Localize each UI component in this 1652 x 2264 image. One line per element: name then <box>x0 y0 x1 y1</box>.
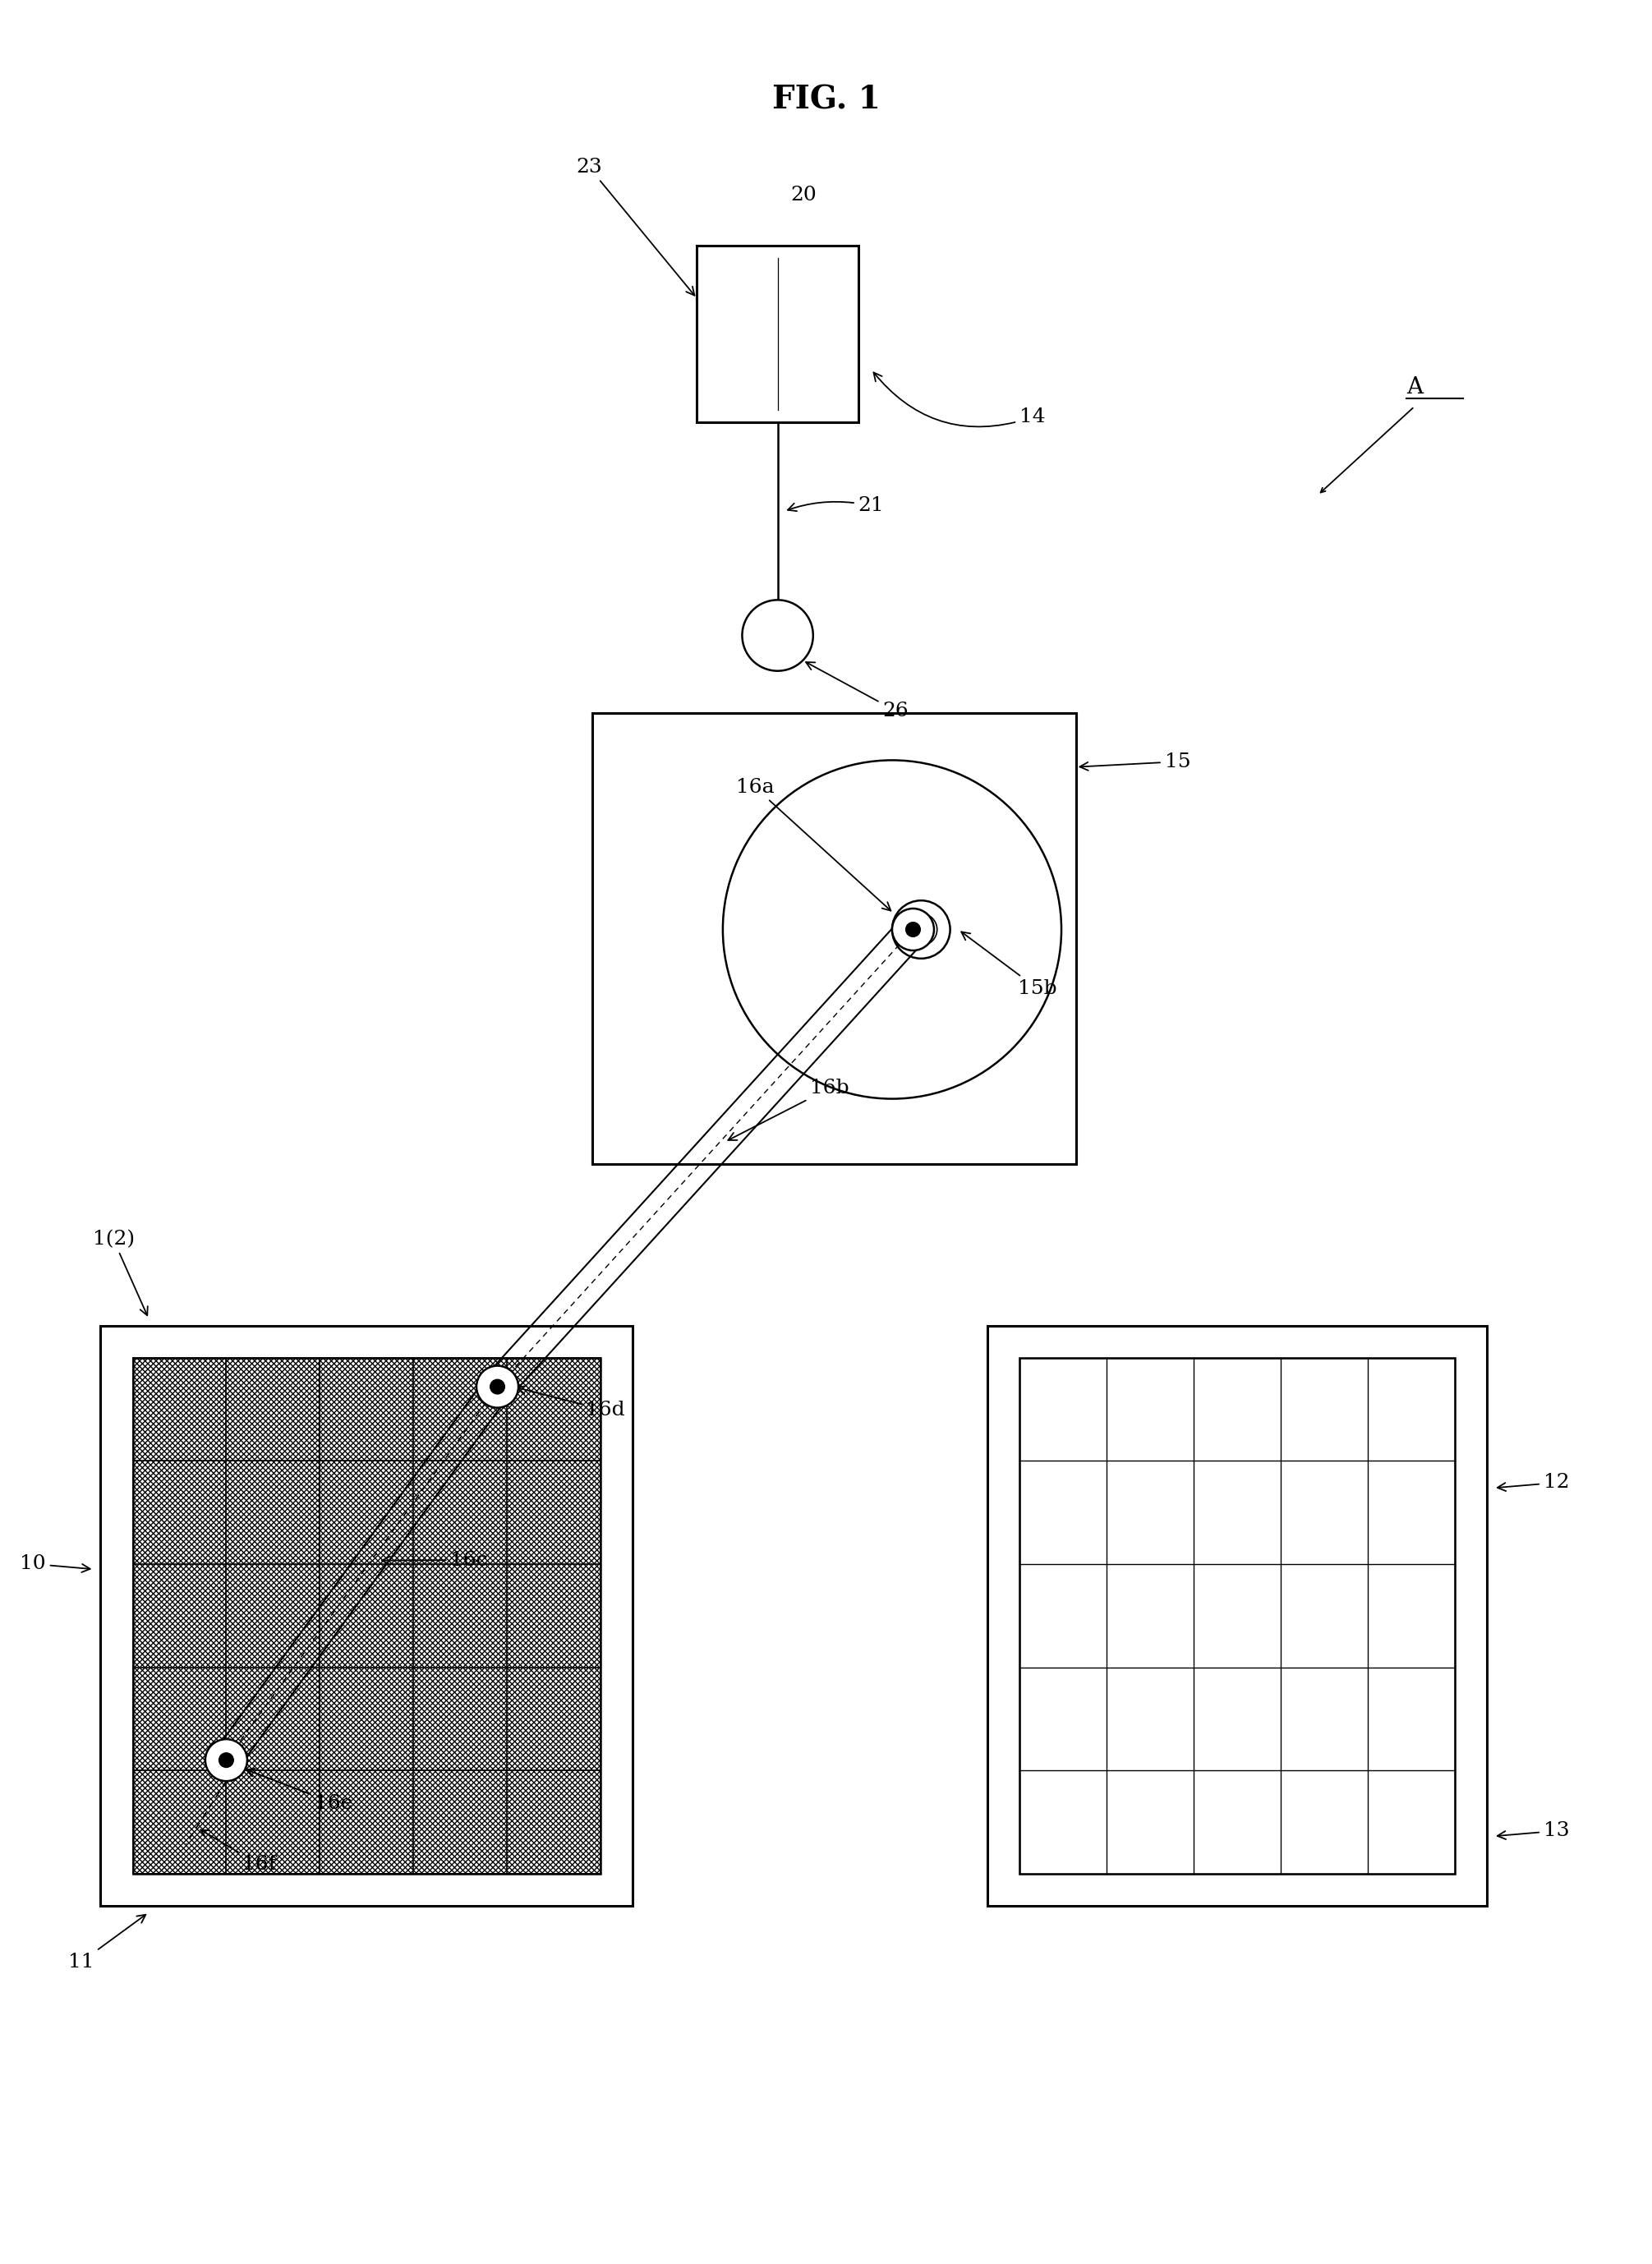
Bar <box>101 1324 633 1906</box>
Bar <box>697 245 859 423</box>
Bar <box>591 713 1075 1164</box>
Text: 16a: 16a <box>735 777 890 910</box>
Circle shape <box>205 1739 248 1782</box>
Text: 15b: 15b <box>961 933 1057 998</box>
Circle shape <box>476 1365 519 1408</box>
Bar <box>132 1358 600 1875</box>
Circle shape <box>892 908 933 951</box>
Text: 23: 23 <box>577 158 694 294</box>
Text: 10: 10 <box>20 1555 91 1573</box>
Circle shape <box>905 915 937 946</box>
Text: 26: 26 <box>806 661 909 720</box>
Text: 15: 15 <box>1080 752 1191 772</box>
Text: 1(2): 1(2) <box>93 1229 147 1315</box>
Text: 16d: 16d <box>517 1386 624 1420</box>
Bar <box>132 1358 600 1875</box>
Bar <box>132 1358 600 1875</box>
Text: 12: 12 <box>1497 1474 1569 1492</box>
Text: 16e: 16e <box>246 1768 354 1813</box>
Bar <box>988 1324 1487 1906</box>
Text: 16f: 16f <box>200 1829 276 1875</box>
Text: A: A <box>1406 376 1422 398</box>
Text: 14: 14 <box>874 374 1046 426</box>
Circle shape <box>892 901 950 958</box>
Circle shape <box>491 1379 504 1395</box>
Text: 11: 11 <box>68 1915 145 1972</box>
Text: 21: 21 <box>788 496 884 516</box>
Text: FIG. 1: FIG. 1 <box>771 84 881 115</box>
Circle shape <box>905 921 920 937</box>
Circle shape <box>915 924 927 935</box>
Text: 13: 13 <box>1497 1823 1569 1841</box>
Circle shape <box>724 761 1061 1098</box>
Circle shape <box>742 600 813 670</box>
Circle shape <box>220 1752 233 1768</box>
Text: 20: 20 <box>791 186 816 204</box>
Bar <box>1019 1358 1455 1875</box>
Text: 16b: 16b <box>729 1080 849 1141</box>
Text: 16c: 16c <box>382 1551 487 1569</box>
